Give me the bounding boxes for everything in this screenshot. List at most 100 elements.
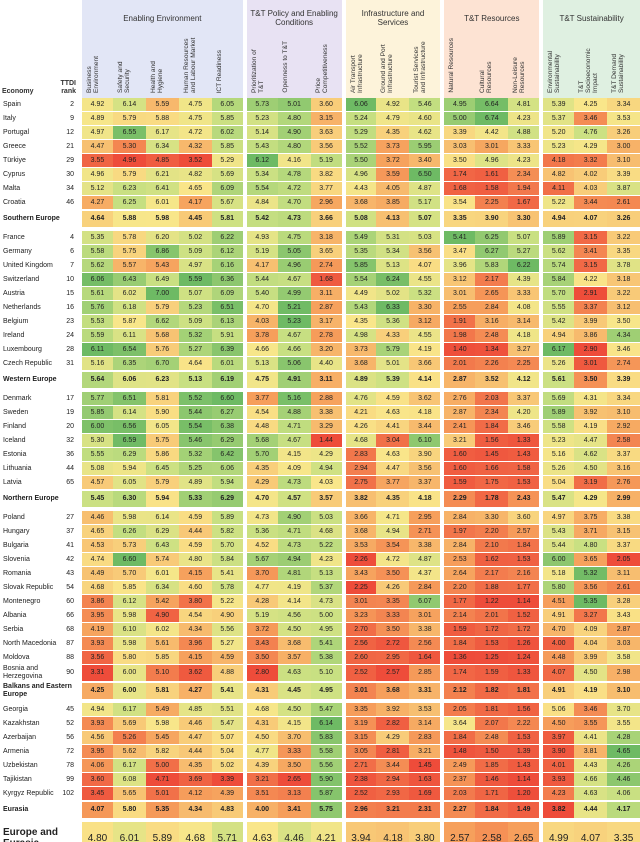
column-label: Openness to T&T bbox=[281, 41, 289, 93]
score-cell: 3.96 bbox=[440, 258, 476, 273]
total-name: Europe and Eurasia bbox=[0, 820, 80, 842]
score-cell: 5.06 bbox=[539, 701, 575, 717]
score-cell: 2.72 bbox=[376, 636, 410, 651]
score-cell: 5.20 bbox=[539, 125, 575, 140]
score-cell: 2.61 bbox=[607, 195, 640, 211]
score-cell: 5.23 bbox=[539, 139, 575, 154]
country-row: Armenia 72 3.95 5.62 5.82 4.44 5.04 4.77 3.33 5.5… bbox=[0, 744, 640, 759]
score-cell: 3.39 bbox=[440, 125, 476, 140]
score-cell: 5.40 bbox=[242, 286, 278, 301]
score-cell: 4.07 bbox=[574, 209, 608, 231]
score-cell: 5.64 bbox=[78, 370, 113, 392]
economy-name: Denmark bbox=[0, 390, 58, 406]
economy-header: Economy bbox=[2, 88, 34, 95]
score-cell: 4.18 bbox=[508, 328, 542, 343]
ttdi-rank: 7 bbox=[58, 258, 80, 273]
score-cell: 5.70 bbox=[242, 447, 278, 462]
score-cell: 4.80 bbox=[78, 820, 113, 842]
score-cell: 1.20 bbox=[508, 786, 542, 802]
score-cell: 2.84 bbox=[409, 580, 443, 595]
score-cell: 1.53 bbox=[508, 552, 542, 567]
economy-name: Cyprus bbox=[0, 167, 58, 182]
score-cell: 6.64 bbox=[475, 98, 509, 112]
column-row: Economy TTDI rank Business Environment Safe… bbox=[0, 36, 640, 98]
economy-name: Georgia bbox=[0, 701, 58, 717]
score-cell: 2.20 bbox=[440, 580, 476, 595]
score-cell: 3.35 bbox=[607, 244, 640, 259]
score-cell: 5.43 bbox=[341, 300, 377, 315]
score-cell: 3.15 bbox=[341, 730, 377, 745]
ttdi-rank: 72 bbox=[58, 744, 80, 759]
score-cell: 5.74 bbox=[539, 258, 575, 273]
score-cell: 3.35 bbox=[607, 820, 640, 842]
score-cell: 1.56 bbox=[508, 701, 542, 717]
score-cell: 4.75 bbox=[277, 229, 311, 245]
score-cell: 1.44 bbox=[310, 433, 344, 448]
ttdi-rank: 90 bbox=[58, 664, 80, 683]
score-cell: 2.58 bbox=[475, 820, 509, 842]
score-cell: 3.77 bbox=[310, 181, 344, 196]
economy-name: Germany bbox=[0, 244, 58, 259]
score-cell: 5.79 bbox=[376, 342, 410, 357]
score-cell: 4.87 bbox=[409, 181, 443, 196]
score-cell: 3.85 bbox=[376, 195, 410, 211]
economy-name: Italy bbox=[0, 111, 58, 126]
score-cell: 2.55 bbox=[440, 300, 476, 315]
score-cell: 5.41 bbox=[310, 636, 344, 651]
score-cell: 1.77 bbox=[508, 580, 542, 595]
score-cell: 3.17 bbox=[310, 314, 344, 329]
economy-name: Azerbaijan bbox=[0, 730, 58, 745]
score-cell: 4.75 bbox=[178, 111, 212, 126]
score-cell: 1.36 bbox=[440, 650, 476, 665]
region-row: Southern Europe 4.64 5.88 5.98 4.45 5.81 5.42 4… bbox=[0, 209, 640, 231]
score-cell: 2.96 bbox=[310, 195, 344, 211]
score-cell: 3.52 bbox=[178, 153, 212, 168]
score-cell: 1.72 bbox=[475, 622, 509, 637]
country-row: France 4 5.35 5.78 6.20 5.02 6.22 4.93 4.75 3.18 5… bbox=[0, 229, 640, 245]
score-cell: 3.53 bbox=[409, 701, 443, 717]
score-cell: 5.85 bbox=[112, 580, 146, 595]
score-cell: 4.21 bbox=[310, 820, 344, 842]
score-cell: 5.69 bbox=[539, 390, 575, 406]
score-cell: 4.65 bbox=[178, 181, 212, 196]
score-cell: 6.45 bbox=[145, 461, 179, 476]
score-cell: 4.70 bbox=[539, 622, 575, 637]
score-cell: 1.85 bbox=[475, 758, 509, 773]
score-cell: 4.01 bbox=[539, 758, 575, 773]
ttdi-rank: 45 bbox=[58, 701, 80, 717]
score-cell: 5.32 bbox=[178, 447, 212, 462]
score-cell: 1.53 bbox=[475, 636, 509, 651]
score-cell: 5.83 bbox=[310, 730, 344, 745]
score-cell: 3.68 bbox=[277, 636, 311, 651]
score-cell: 4.04 bbox=[574, 636, 608, 651]
score-cell: 3.34 bbox=[607, 98, 640, 112]
score-cell: 4.64 bbox=[178, 356, 212, 372]
score-cell: 5.23 bbox=[277, 314, 311, 329]
score-cell: 4.42 bbox=[475, 125, 509, 140]
score-cell: 3.19 bbox=[341, 716, 377, 731]
score-cell: 4.79 bbox=[376, 111, 410, 126]
score-cell: 3.56 bbox=[310, 139, 344, 154]
score-cell: 6.39 bbox=[211, 342, 245, 357]
country-row: Luxembourg 28 6.11 6.54 5.76 5.27 6.39 4.66 4.66… bbox=[0, 342, 640, 357]
ttdi-rank: 17 bbox=[58, 390, 80, 406]
score-cell: 4.29 bbox=[310, 447, 344, 462]
score-cell: 5.69 bbox=[211, 167, 245, 182]
country-row: Slovenia 42 4.74 6.60 5.74 4.80 5.84 5.67 4.94 4.… bbox=[0, 552, 640, 567]
score-cell: 2.14 bbox=[440, 608, 476, 623]
score-cell: 5.70 bbox=[211, 538, 245, 553]
score-cell: 4.03 bbox=[574, 181, 608, 196]
score-cell: 5.37 bbox=[539, 111, 575, 126]
score-cell: 2.03 bbox=[475, 390, 509, 406]
score-cell: 1.59 bbox=[475, 664, 509, 683]
score-cell: 3.52 bbox=[475, 370, 509, 392]
score-cell: 1.52 bbox=[508, 608, 542, 623]
score-cell: 3.41 bbox=[574, 244, 608, 259]
ttdi-rank: 43 bbox=[58, 566, 80, 581]
score-cell: 5.34 bbox=[376, 244, 410, 259]
ttdi-rank: 65 bbox=[58, 475, 80, 491]
score-cell: 4.68 bbox=[242, 701, 278, 717]
score-cell: 4.19 bbox=[574, 419, 608, 434]
score-cell: 2.76 bbox=[607, 475, 640, 491]
score-cell: 6.00 bbox=[112, 664, 146, 683]
